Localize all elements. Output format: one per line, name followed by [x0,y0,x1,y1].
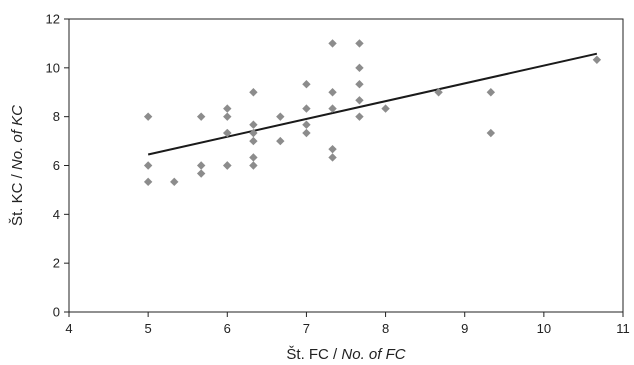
y-axis-title-italic: No. of KC [9,105,26,170]
data-point [328,153,337,162]
x-tick-label: 8 [382,321,389,336]
x-axis: 4 5 6 7 8 9 10 11 [65,312,630,336]
data-point [328,144,337,154]
data-point [249,136,258,146]
y-tick-label: 6 [53,158,60,173]
y-tick-label: 0 [53,305,60,320]
x-tick-label: 7 [303,321,310,336]
data-point [223,161,232,170]
x-tick-label: 6 [224,321,231,336]
y-tick-label: 4 [53,207,60,222]
x-axis-title-italic: No. of FC [341,346,405,363]
data-point [143,161,153,170]
data-point [486,128,496,138]
y-tick-label: 12 [46,12,60,27]
data-point [328,104,337,113]
data-point [249,153,258,162]
data-point [328,39,337,48]
x-tick-label: 4 [65,321,72,336]
y-tick-label: 10 [46,60,60,75]
data-point [249,88,258,97]
data-point [302,79,311,89]
data-point [381,104,390,113]
x-tick-label: 11 [616,321,630,336]
y-axis: 0 2 4 6 8 10 12 [46,12,69,320]
x-tick-label: 10 [537,321,551,336]
data-point [486,88,496,97]
data-point [249,161,258,170]
data-point [249,120,258,129]
data-point [276,136,285,146]
data-point [302,104,311,113]
data-point [355,79,364,89]
data-point [249,128,258,138]
data-point [223,104,232,113]
data-point [328,88,337,97]
y-axis-title: Št. KC / No. of KC [9,105,26,226]
x-axis-title-plain: Št. FC / [286,346,341,363]
y-axis-title-plain: Št. KC / [9,170,26,226]
data-point [276,112,285,121]
data-point [223,112,232,121]
data-point [592,55,602,64]
x-tick-label: 9 [461,321,468,336]
data-point [223,128,232,138]
data-point [355,39,364,48]
x-tick-label: 5 [145,321,152,336]
data-point [434,88,443,97]
data-point [302,120,311,129]
data-point [196,169,206,178]
data-point [143,112,153,121]
data-point [355,96,364,105]
data-point [355,63,364,73]
data-points [143,39,602,187]
data-point [143,177,153,187]
data-point [196,161,206,170]
y-tick-label: 2 [53,256,60,271]
data-point [196,112,206,121]
data-point [302,128,311,138]
trendline [147,52,598,156]
x-axis-title: Št. FC / No. of FC [286,346,405,363]
trendline-layer [147,52,598,156]
data-point [355,112,364,121]
y-tick-label: 8 [53,109,60,124]
data-point [170,177,179,187]
